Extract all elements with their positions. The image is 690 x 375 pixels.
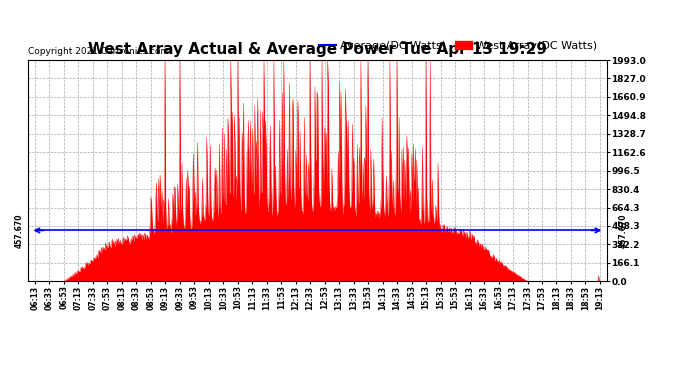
Text: Copyright 2021 Cartronics.com: Copyright 2021 Cartronics.com bbox=[28, 47, 169, 56]
Text: 457.670: 457.670 bbox=[14, 213, 23, 248]
Title: West Array Actual & Average Power Tue Apr 13 19:29: West Array Actual & Average Power Tue Ap… bbox=[88, 42, 547, 57]
Text: 457.670: 457.670 bbox=[619, 213, 628, 248]
Legend: Average(DC Watts), West Array(DC Watts): Average(DC Watts), West Array(DC Watts) bbox=[315, 37, 602, 56]
